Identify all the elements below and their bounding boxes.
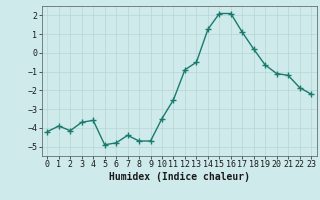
X-axis label: Humidex (Indice chaleur): Humidex (Indice chaleur) xyxy=(109,172,250,182)
